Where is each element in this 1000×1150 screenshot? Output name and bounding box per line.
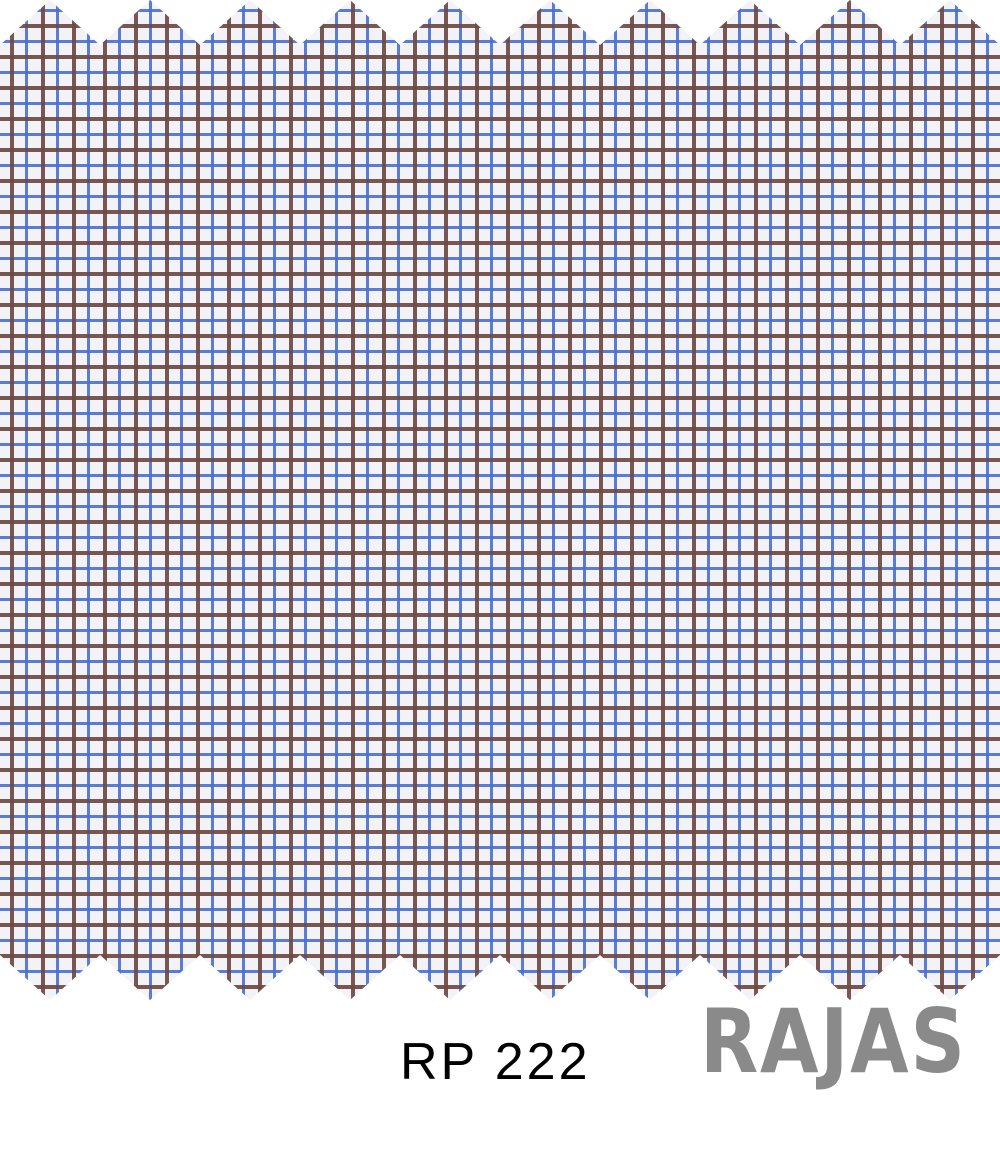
brand-logo: RAJAS	[700, 990, 967, 1093]
fabric-swatch	[0, 0, 1000, 1000]
pinked-fabric-shape	[0, 0, 1000, 1000]
product-code: RP 222	[400, 1033, 591, 1091]
